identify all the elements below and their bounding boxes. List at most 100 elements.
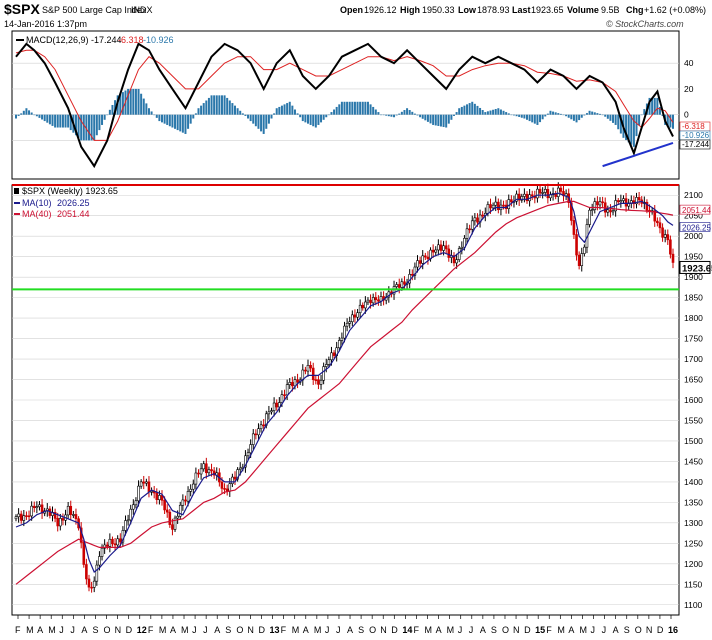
price-bar-body [520,196,524,201]
price-bar-body [272,402,276,411]
macd-histogram-bar [656,97,659,115]
macd-histogram-bar [15,114,17,119]
price-value-tag [679,204,711,215]
macd-histogram-bar [293,109,296,115]
x-tick-label: A [613,625,619,635]
macd-histogram-bar [494,108,497,115]
macd-histogram-bar [539,114,542,123]
price-bar-body [262,424,265,427]
macd-histogram-bar [669,114,672,128]
price-bar-body [288,382,292,385]
macd-histogram-bar [447,114,450,124]
macd-histogram-bar [202,103,205,115]
price-legend-swatch [14,188,19,194]
price-bar-body [348,321,352,324]
price-bar-body [577,254,581,266]
volume-label: Volume [567,5,599,15]
price-tick-label: 1950 [684,252,703,262]
macd-histogram-bar [239,110,242,115]
price-bar-body [165,509,169,513]
x-tick-label: M [425,625,433,635]
price-bar-body [327,359,331,365]
right-value-tags: -6.318-10.926-17.244 2051.44 2026.25 1923.6… [679,121,712,274]
price-tick-label: 1600 [684,395,703,405]
macd-histogram-bar [476,105,479,115]
price-bar-body [502,204,505,207]
macd-histogram-bar [296,113,299,115]
macd-histogram-bar [361,101,364,115]
macd-histogram-bar [231,103,234,115]
price-bar-body [53,512,57,519]
price-bar-body [280,394,284,403]
price-bar-body [536,188,539,199]
macd-histogram-bar [520,114,523,118]
price-bar-body [645,201,649,211]
x-tick-label: M [557,625,565,635]
price-bar-body [254,433,258,436]
x-tick-label: M [26,625,33,635]
macd-histogram-bar [601,114,604,116]
macd-histogram-bar [445,114,448,128]
x-tick-label: 14 [402,625,412,635]
macd-histogram-bar [466,104,469,115]
macd-histogram-bar [114,100,117,115]
macd-histogram-bar [434,114,437,126]
index-name-text: S&P 500 Large Cap Index [42,5,147,15]
price-bar-body [283,394,286,396]
signal-legend-value: -6.318 [118,35,144,45]
exchange-text: INDX [131,5,153,15]
price-bar-body [184,499,187,502]
macd-histogram-bar [591,111,594,115]
macd-histogram-bar [90,114,93,141]
price-bar-body [95,564,99,582]
macd-histogram-bar [366,101,369,115]
macd-histogram-bar [632,114,635,147]
price-bar-body [473,217,477,222]
x-tick-label: J [336,625,341,635]
price-legend-label: $SPX (Weekly) 1923.65 [22,186,118,196]
macd-panel-frame [11,30,680,180]
macd-histogram-bar [28,110,31,115]
macd-histogram-bar [200,105,203,115]
price-value-tag-text: 1923.65 [682,263,712,274]
low-value: 1878.93 [477,5,510,15]
price-bar-body [541,192,544,194]
macd-histogram-bar [453,114,455,116]
macd-histogram-bar [288,101,291,115]
macd-histogram-bar [557,113,560,115]
price-bar-body [275,402,279,408]
x-axis: F M A M J J A S O N D 12 F M A M J J A S O N D 13 F M A M J J A S O N D 14 F… [15,615,678,635]
x-tick-label: M [579,625,587,635]
price-bar-body [361,304,365,309]
macd-histogram-bar [301,114,304,122]
price-tick-label: 1900 [684,272,703,282]
price-bar-body [251,433,255,445]
macd-histogram-bar [317,114,320,125]
price-bar-body [442,245,445,251]
macd-histogram-bar [523,114,526,119]
price-tick-label: 2050 [684,211,703,221]
price-bar-body [410,273,414,276]
price-bar-body [118,538,122,543]
x-tick-label: J [458,625,463,635]
macd-histogram-bar [176,114,179,131]
price-bar-body [332,352,336,356]
macd-histogram-bar [121,92,124,115]
price-bar-body [137,485,140,502]
macd-histogram-bar [197,108,200,115]
macd-histogram-bar [111,105,114,115]
price-bar-body [609,209,612,213]
price-tick-label: 1750 [684,334,703,344]
macd-histogram-bar [625,114,628,141]
macd-histogram-bar [309,114,312,125]
x-tick-label: O [236,625,243,635]
macd-histogram-bar [174,114,177,129]
price-bar-body [212,470,216,476]
x-tick-label: F [148,625,154,635]
macd-histogram-bar [257,114,260,129]
price-bar-body [570,202,573,221]
price-bar-body [163,500,166,511]
ma10-legend-name: MA(10) [22,198,52,208]
price-bar-body [374,297,378,301]
price-bar-body [538,188,542,194]
